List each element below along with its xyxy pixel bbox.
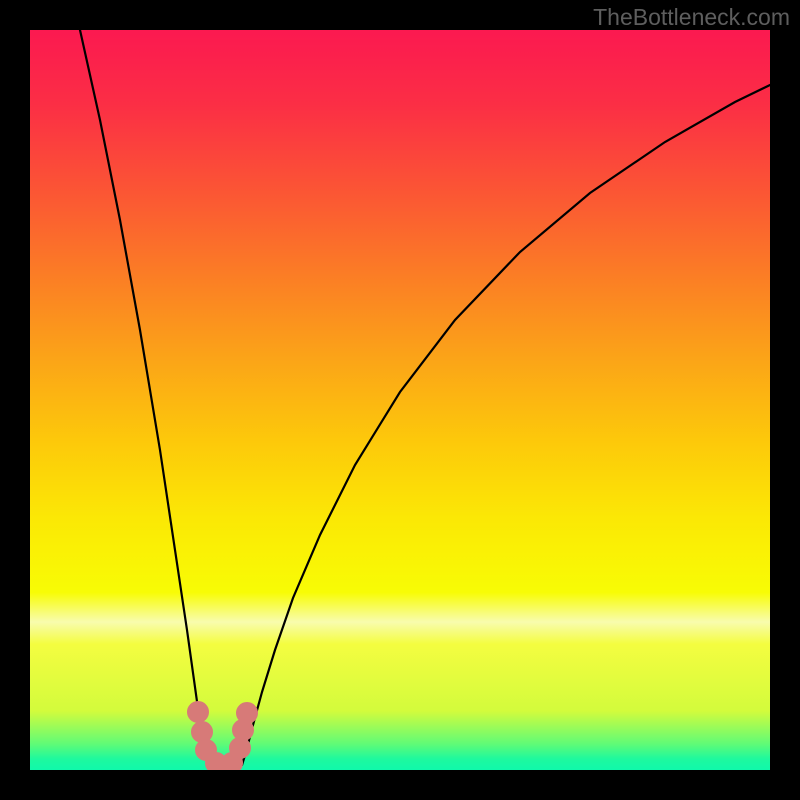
watermark-text: TheBottleneck.com: [593, 4, 790, 31]
marker-dot: [188, 702, 209, 723]
plot-area: [30, 30, 770, 770]
bottleneck-curve-left: [80, 30, 208, 765]
marker-dot: [192, 722, 213, 743]
bottleneck-curve-right: [242, 85, 770, 765]
marker-group: [188, 702, 258, 771]
curve-layer: [30, 30, 770, 770]
marker-dot: [237, 703, 258, 724]
marker-dot: [230, 738, 251, 759]
